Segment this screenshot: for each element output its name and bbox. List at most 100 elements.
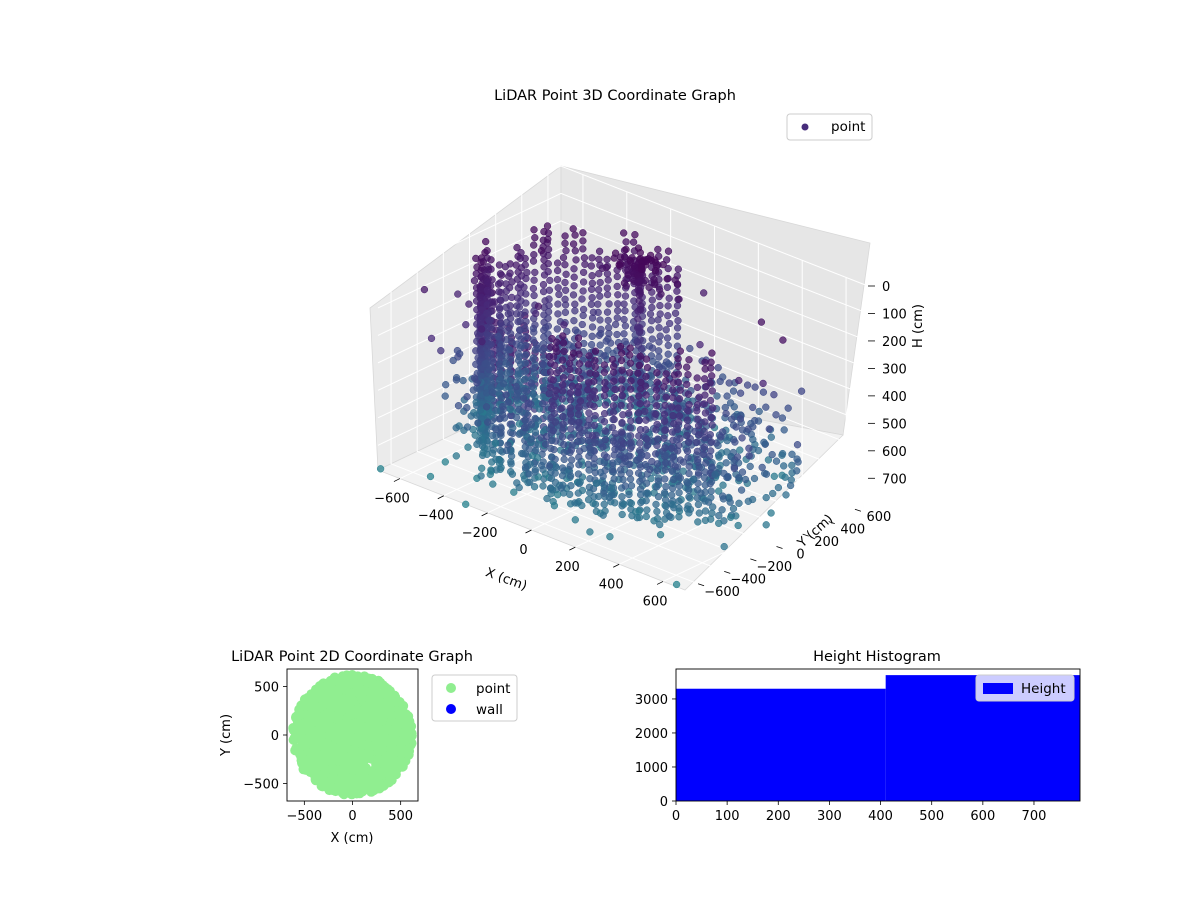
point-3d: [517, 249, 525, 257]
point-3d: [579, 245, 587, 253]
point-2d: [355, 765, 366, 775]
point-3d: [637, 448, 645, 457]
x-tick-3d: [393, 478, 401, 482]
point-3d: [617, 385, 626, 393]
point-3d: [713, 392, 721, 400]
point-3d: [570, 317, 578, 325]
x-tick-label-2d: 0: [348, 809, 356, 824]
point-3d: [788, 450, 796, 458]
point-3d: [652, 385, 661, 394]
point-3d: [521, 308, 529, 316]
point-3d: [624, 271, 632, 279]
point-3d: [647, 352, 656, 360]
point-3d: [642, 489, 650, 498]
point-3d: [478, 337, 486, 346]
point-3d: [655, 353, 663, 361]
point-3d: [464, 443, 472, 451]
point-3d: [736, 389, 745, 397]
legend-3d-frame: [786, 113, 873, 141]
point-3d: [636, 249, 644, 257]
point-3d: [684, 438, 693, 446]
point-3d: [601, 385, 609, 394]
point-3d: [522, 290, 530, 298]
axis-ticks-2d: −500 0 500 −500 0 500: [243, 680, 413, 824]
point-2d: [349, 782, 360, 793]
point-3d: [626, 402, 634, 410]
point-3d: [661, 444, 669, 452]
point-3d: [561, 308, 570, 317]
point-3d: [553, 275, 562, 284]
point-3d: [600, 361, 609, 369]
point-3d: [483, 286, 491, 295]
point-3d: [521, 416, 529, 425]
point-3d: [669, 386, 677, 394]
y-tick-3d: [802, 533, 809, 537]
point-3d: [574, 389, 582, 397]
point-3d: [594, 286, 603, 294]
point-3d: [770, 472, 778, 480]
point-3d: [522, 274, 530, 283]
point-3d: [767, 433, 775, 441]
point-3d: [561, 239, 569, 248]
point-3d: [673, 324, 682, 332]
point-3d: [594, 492, 603, 501]
point-3d: [662, 326, 670, 334]
point-3d: [701, 474, 709, 482]
point-3d: [567, 446, 575, 454]
point-3d: [660, 417, 669, 425]
point-3d: [590, 402, 598, 411]
point-3d: [722, 459, 730, 467]
point-3d: [561, 286, 570, 294]
point-3d: [595, 255, 603, 263]
point-3d: [579, 305, 588, 314]
point-3d: [585, 352, 593, 360]
point-3d: [613, 330, 621, 339]
point-3d: [495, 303, 504, 312]
point-3d: [673, 332, 681, 340]
point-3d: [491, 439, 500, 448]
point-3d: [646, 465, 654, 474]
point-3d: [733, 453, 742, 461]
point-3d: [780, 462, 788, 470]
point-3d: [575, 453, 583, 461]
y-tick-3d: [750, 558, 757, 562]
point-3d: [560, 440, 568, 449]
chart-3d: LiDAR Point 3D Coordinate Graph −600−400…: [369, 88, 926, 609]
point-3d: [502, 318, 511, 327]
point-3d: [559, 374, 568, 382]
point-3d: [707, 438, 715, 446]
point-3d: [695, 431, 703, 439]
point-3d: [441, 392, 449, 400]
point-3d: [674, 447, 682, 455]
point-3d: [545, 286, 554, 294]
point-3d: [621, 337, 629, 346]
point-3d: [531, 414, 539, 423]
point-3d: [662, 370, 670, 378]
point-3d: [553, 369, 561, 377]
point-3d: [662, 451, 670, 460]
point-3d: [600, 418, 609, 426]
point-3d: [683, 423, 692, 431]
point-3d: [507, 468, 515, 476]
z-tick-label-3d: 0: [882, 280, 890, 295]
point-3d: [521, 375, 529, 383]
point-3d: [723, 436, 731, 445]
point-3d: [600, 392, 609, 400]
point-3d: [483, 254, 491, 262]
point-3d: [683, 363, 691, 371]
point-3d: [475, 437, 483, 445]
point-3d: [578, 436, 587, 445]
point-3d: [685, 493, 693, 501]
point-3d: [636, 287, 644, 295]
point-2d: [348, 744, 359, 755]
point-2d: [364, 747, 375, 758]
point-3d: [660, 410, 669, 419]
point-3d: [634, 409, 643, 417]
point-2d: [306, 731, 317, 742]
point-3d: [626, 359, 635, 367]
point-2d: [305, 767, 316, 778]
point-3d: [734, 521, 742, 530]
point-3d: [558, 464, 567, 472]
point-3d: [548, 486, 557, 494]
point-3d: [520, 394, 528, 402]
